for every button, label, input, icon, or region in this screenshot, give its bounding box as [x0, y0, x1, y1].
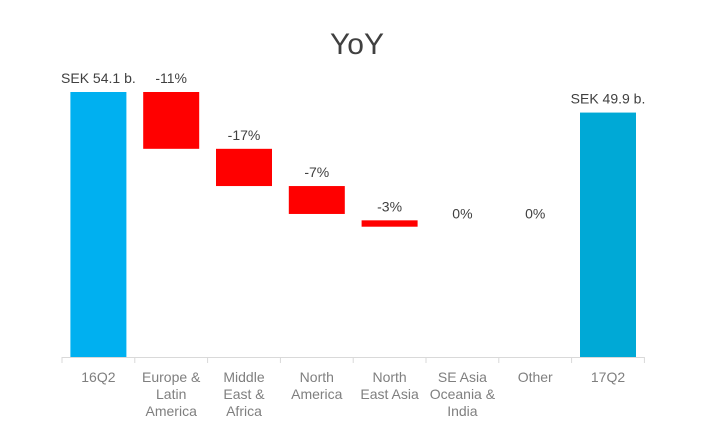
- category-label: North America: [291, 369, 343, 402]
- data-label: SEK 54.1 b.: [61, 70, 136, 86]
- category-label: Europe & Latin America: [142, 369, 201, 419]
- category-label: North East Asia: [360, 369, 419, 402]
- data-label: -7%: [304, 164, 329, 180]
- category-label: 17Q2: [591, 369, 625, 385]
- category-label: 16Q2: [81, 369, 115, 385]
- total-bar: [580, 112, 636, 357]
- delta-bar: [143, 92, 200, 149]
- chart-title: YoY: [330, 28, 384, 61]
- delta-bar: [288, 186, 345, 214]
- category-label: Middle East & Africa: [223, 369, 265, 419]
- data-label: SEK 49.9 b.: [571, 91, 646, 107]
- data-label: 0%: [452, 206, 472, 222]
- delta-bar: [216, 148, 272, 187]
- data-label: -17%: [228, 127, 261, 143]
- data-label: 0%: [525, 206, 545, 222]
- data-label: -3%: [377, 198, 402, 214]
- category-label: SE Asia Oceania & India: [430, 369, 496, 419]
- data-label: -11%: [155, 70, 187, 86]
- category-label: Other: [518, 369, 553, 385]
- delta-bar: [361, 220, 418, 227]
- total-bar: [70, 92, 127, 357]
